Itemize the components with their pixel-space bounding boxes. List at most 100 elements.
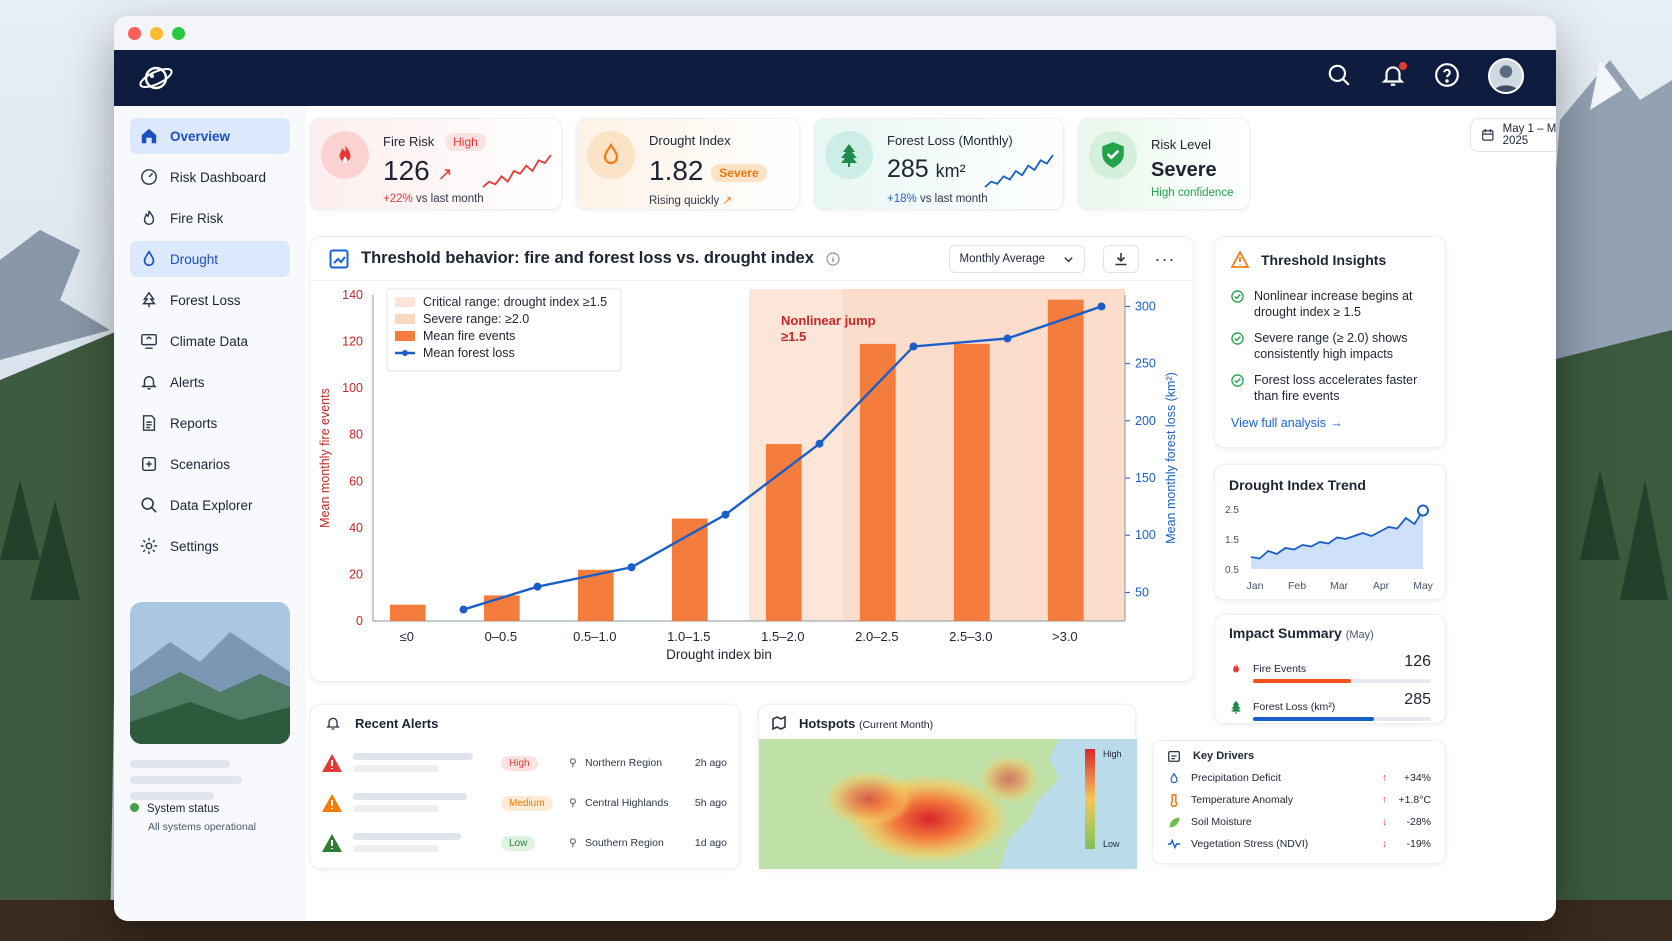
legend-label: Mean forest loss — [423, 346, 515, 360]
sidebar-item-forest-loss[interactable]: Forest Loss — [130, 282, 290, 318]
shield-check-icon — [1089, 131, 1137, 179]
forest-loss-point — [721, 510, 730, 519]
skeleton-line — [353, 765, 439, 772]
hotspots-title: Hotspots — [799, 715, 856, 731]
bell-icon[interactable] — [1380, 62, 1408, 90]
key-drivers-card: Key Drivers Precipitation Deficit ↑ +34% Te… — [1152, 740, 1446, 864]
maximize-window-button[interactable] — [172, 26, 185, 40]
sidebar-item-label: Settings — [170, 538, 219, 554]
kpi-forest-loss[interactable]: Forest Loss (Monthly) 285 km² +18% vs la… — [814, 118, 1064, 210]
arrow-up-icon: ↑ — [1381, 794, 1387, 806]
skeleton-line — [130, 792, 214, 800]
chart-icon — [329, 249, 349, 268]
app-window: Overview Risk Dashboard Fire Risk Drought Fo… — [114, 16, 1556, 921]
sidebar-item-label: Reports — [170, 415, 218, 431]
more-options-button[interactable]: ··· — [1147, 245, 1183, 273]
trend-y-tick: 2.5 — [1225, 505, 1239, 516]
alert-triangle-icon — [322, 794, 342, 812]
y2-axis-label: Mean monthly forest loss (km²) — [1164, 372, 1178, 544]
sidebar-item-scenarios[interactable]: Scenarios — [130, 446, 290, 482]
map-pin-icon: ⚲ — [569, 797, 577, 809]
sidebar-item-risk-dashboard[interactable]: Risk Dashboard — [130, 159, 290, 195]
sidebar-item-data-explorer[interactable]: Data Explorer — [130, 487, 290, 523]
alert-level-badge: Low — [501, 835, 536, 851]
driver-label: Temperature Anomaly — [1191, 794, 1294, 806]
annotation-line1: Nonlinear jump — [781, 313, 876, 328]
alert-level-badge: High — [501, 755, 538, 771]
impact-value: 126 — [1404, 653, 1431, 670]
drought-severe-badge: Severe — [711, 163, 767, 182]
alert-region: Central Highlands — [585, 797, 669, 809]
y2-tick-label: 100 — [1135, 528, 1156, 542]
sidebar-item-fire-risk[interactable]: Fire Risk — [130, 200, 290, 236]
drivers-title: Key Drivers — [1193, 750, 1255, 762]
search-icon[interactable] — [1326, 62, 1354, 90]
fire-sparkline — [482, 154, 552, 188]
kpi-risk-value: Severe — [1151, 159, 1217, 181]
sidebar-item-reports[interactable]: Reports — [130, 405, 290, 441]
date-range-picker[interactable]: May 1 – May 31, 2025 — [1470, 118, 1556, 152]
alert-row[interactable]: High ⚲ Northern Region 2h ago — [311, 743, 739, 783]
sidebar-item-climate-data[interactable]: Climate Data — [130, 323, 290, 359]
alert-row[interactable]: Low ⚲ Southern Region 1d ago — [311, 823, 739, 863]
map-pin-icon: ⚲ — [569, 757, 577, 769]
sidebar-item-drought[interactable]: Drought — [130, 241, 290, 277]
check-circle-icon — [1231, 374, 1244, 387]
date-range-text: May 1 – May 31, 2025 — [1502, 123, 1556, 147]
info-icon[interactable] — [826, 251, 840, 266]
planet-logo-icon[interactable] — [138, 60, 174, 96]
drought-trend-card: Drought Index Trend 2.5 1.5 0.5 Jan Feb Mar Ap… — [1214, 464, 1446, 600]
kpi-forest-unit: km² — [935, 161, 966, 181]
gear-icon — [140, 537, 158, 555]
sidebar-item-settings[interactable]: Settings — [130, 528, 290, 564]
legend-label: Severe range: ≥2.0 — [423, 312, 529, 326]
hotspot-map[interactable]: High Low — [759, 739, 1137, 869]
y-tick-label: 60 — [349, 474, 363, 488]
kpi-risk-sub: High confidence — [1151, 187, 1234, 199]
sidebar-item-label: Overview — [170, 128, 231, 144]
calendar-icon — [1482, 129, 1494, 141]
x-tick-label: 0–0.5 — [485, 629, 518, 644]
user-avatar[interactable] — [1488, 58, 1524, 94]
aggregation-value: Monthly Average — [959, 253, 1045, 265]
x-tick-label: 2.0–2.5 — [855, 629, 898, 644]
arrow-up-icon: ↗ — [437, 164, 453, 184]
minimize-window-button[interactable] — [150, 26, 163, 40]
alert-triangle-icon — [322, 834, 342, 852]
sidebar-item-overview[interactable]: Overview — [130, 118, 290, 154]
sidebar-item-label: Fire Risk — [170, 210, 224, 226]
sidebar-item-label: Risk Dashboard — [170, 169, 267, 185]
legend-label: Critical range: drought index ≥1.5 — [423, 295, 607, 309]
driver-row: Precipitation Deficit ↑ +34% — [1167, 767, 1431, 789]
driver-label: Precipitation Deficit — [1191, 772, 1281, 784]
driver-value: -19% — [1406, 838, 1431, 850]
x-tick-label: 2.5–3.0 — [949, 629, 992, 644]
trend-month-label: Feb — [1288, 580, 1306, 592]
y-tick-label: 120 — [342, 335, 363, 349]
impact-bar-fill — [1253, 717, 1375, 721]
landscape-image — [130, 602, 290, 744]
sparkline-line — [984, 154, 1054, 188]
sidebar-item-alerts[interactable]: Alerts — [130, 364, 290, 400]
kpi-fire-risk[interactable]: Fire Risk High 126 ↗ +22% vs last month — [310, 118, 562, 210]
help-icon[interactable] — [1434, 62, 1462, 90]
key-drivers-icon — [1168, 750, 1180, 762]
alert-row[interactable]: Medium ⚲ Central Highlands 5h ago — [311, 783, 739, 823]
y-tick-label: 80 — [349, 428, 363, 442]
threshold-chart-card: Threshold behavior: fire and forest loss… — [310, 236, 1194, 682]
home-icon — [140, 127, 158, 145]
kpi-risk-level[interactable]: Risk Level Severe High confidence — [1078, 118, 1250, 210]
view-full-analysis-link[interactable]: View full analysis — [1231, 416, 1326, 430]
aggregation-select[interactable]: Monthly Average — [948, 245, 1085, 273]
impact-title: Impact Summary — [1229, 625, 1342, 641]
close-window-button[interactable] — [128, 26, 141, 40]
forest-loss-point — [533, 582, 542, 591]
notification-dot — [1399, 62, 1407, 70]
drop-icon — [1167, 772, 1181, 785]
drop-icon — [587, 131, 635, 179]
impact-bar-fill — [1253, 679, 1351, 683]
download-button[interactable] — [1103, 245, 1139, 273]
kpi-drought-index[interactable]: Drought Index 1.82 Severe Rising quickly… — [576, 118, 800, 210]
legend-swatch — [395, 314, 415, 324]
y2-tick-label: 300 — [1135, 299, 1156, 313]
